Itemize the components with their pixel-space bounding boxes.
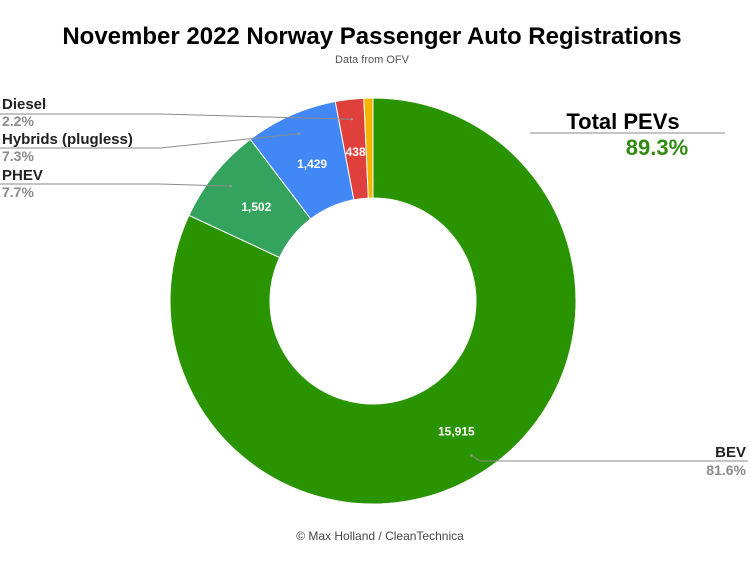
slice-category-label: PHEV — [2, 167, 43, 184]
leader-line — [471, 454, 748, 462]
slice-percent-label: 7.7% — [2, 184, 34, 200]
leader-anchor-dot — [470, 454, 473, 457]
credit-text: © Max Holland / CleanTechnica — [296, 529, 464, 543]
leader-line — [0, 133, 299, 149]
slice-value-label: 438 — [346, 145, 366, 159]
leader-lines — [0, 113, 748, 462]
slice-category-label: BEV — [715, 444, 746, 461]
slice-percent-label: 7.3% — [2, 148, 34, 164]
slice-value-label: 15,915 — [438, 425, 475, 439]
leader-anchor-dot — [229, 184, 232, 188]
slice-category-label: Hybrids (plugless) — [2, 131, 133, 148]
slice-bev — [169, 97, 577, 505]
donut-slices — [169, 97, 577, 505]
slice-percent-label: 2.2% — [2, 113, 34, 129]
chart-subtitle: Data from OFV — [335, 54, 410, 66]
leader-line — [0, 113, 352, 120]
slice-value-label: 1,502 — [241, 200, 271, 214]
leader-anchor-dot — [297, 132, 300, 135]
slice-percent-label: 81.6% — [706, 462, 746, 478]
leader-anchor-dot — [350, 118, 353, 121]
slice-other — [363, 97, 374, 199]
slice-category-label: Diesel — [2, 96, 46, 113]
chart-title: November 2022 Norway Passenger Auto Regi… — [62, 23, 681, 50]
leader-line — [0, 183, 231, 187]
total-pevs-title: Total PEVs — [566, 109, 679, 134]
slice-value-label: 1,429 — [297, 157, 327, 171]
total-pevs-value: 89.3% — [626, 135, 688, 160]
